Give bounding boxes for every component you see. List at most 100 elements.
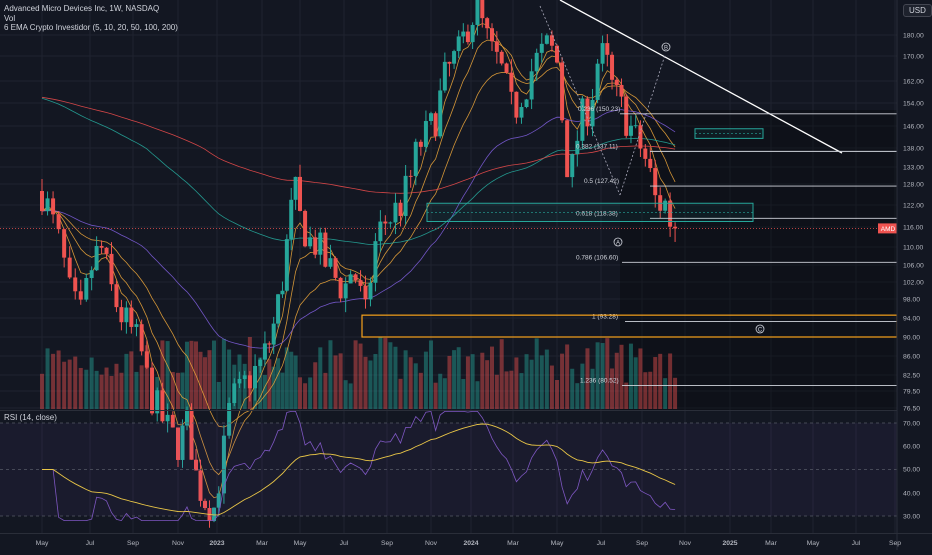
candle-body <box>212 507 216 522</box>
candle-body <box>198 470 203 501</box>
candle-body <box>663 200 668 211</box>
volume-bar <box>170 372 175 409</box>
ticker-badge: AMD <box>881 226 896 233</box>
y-tick-label: 82.50 <box>903 373 920 380</box>
volume-bar <box>368 360 373 409</box>
x-tick-label: Nov <box>172 540 185 547</box>
candle-body <box>242 375 247 379</box>
volume-bar <box>89 357 94 409</box>
candle-body <box>176 427 180 460</box>
volume-bar <box>663 378 668 409</box>
volume-bar <box>99 374 104 409</box>
volume-bar <box>544 349 549 409</box>
x-tick-label: Jul <box>597 540 606 547</box>
y-tick-label: 133.00 <box>903 165 924 172</box>
candle-body <box>189 409 194 460</box>
candle-body <box>160 390 165 422</box>
volume-bar <box>227 349 232 409</box>
candle-body <box>388 222 393 224</box>
volume-bar <box>73 356 78 409</box>
volume-bar <box>212 340 216 409</box>
volume-bar <box>271 366 276 409</box>
volume-bar <box>323 372 328 409</box>
trendline <box>559 0 843 154</box>
y-tick-label: 106.00 <box>903 263 924 270</box>
candle-body <box>590 99 595 127</box>
volume-bar <box>555 379 559 409</box>
wave-label: A <box>616 240 620 246</box>
candle-body <box>62 229 67 258</box>
volume-bar <box>198 351 203 409</box>
volume-bar <box>318 347 323 409</box>
volume-bar <box>570 368 575 409</box>
candle-body <box>338 277 343 299</box>
y-tick-label: 138.00 <box>903 146 924 153</box>
volume-bar <box>605 338 610 409</box>
candle-body <box>585 98 590 127</box>
candle-body <box>89 270 94 279</box>
candle-body <box>470 24 475 43</box>
volume-bar <box>185 341 189 409</box>
volume-bar <box>610 368 615 409</box>
candle-body <box>539 43 544 53</box>
volume-bar <box>216 381 221 409</box>
volume-bar <box>84 369 89 409</box>
currency-button[interactable]: USD <box>903 4 932 17</box>
candle-body <box>438 90 443 137</box>
rsi-tick-label: 60.00 <box>903 444 920 451</box>
candle-body <box>139 324 144 352</box>
candle-body <box>280 290 285 295</box>
symbol-title[interactable]: Advanced Micro Devices Inc, 1W, NASDAQ <box>4 4 160 13</box>
volume-bar <box>363 356 368 409</box>
volume-bar <box>129 351 134 409</box>
volume-bar <box>403 350 408 409</box>
candle-body <box>575 140 580 155</box>
fib-label: 0.236 (150.23) <box>578 106 620 113</box>
candle-body <box>600 43 605 64</box>
candle-body <box>614 79 619 85</box>
volume-bar <box>447 355 452 409</box>
volume-bar <box>673 377 678 409</box>
y-tick-label: 116.00 <box>903 225 924 232</box>
volume-bar <box>499 339 504 409</box>
candle-body <box>124 307 129 323</box>
volume-label[interactable]: Vol <box>4 14 16 23</box>
candle-body <box>293 176 298 200</box>
candle-body <box>524 99 529 108</box>
fib-label: 0.786 (106.60) <box>576 254 618 261</box>
candle-body <box>134 324 139 327</box>
candle-body <box>393 202 398 223</box>
volume-bar <box>398 378 403 409</box>
x-tick-label: Nov <box>679 540 692 547</box>
volume-bar <box>348 383 353 409</box>
y-tick-label: 146.00 <box>903 124 924 131</box>
volume-bar <box>575 383 580 409</box>
ema-label[interactable]: 6 EMA Crypto Investidor (5, 10, 20, 50, … <box>4 23 178 32</box>
rsi-label[interactable]: RSI (14, close) <box>4 413 57 422</box>
wave-marker <box>661 42 671 52</box>
volume-bar <box>653 357 658 409</box>
y-tick-label: 122.00 <box>903 203 924 210</box>
candle-body <box>504 63 509 73</box>
y-tick-label: 94.00 <box>903 316 920 323</box>
volume-bar <box>328 340 333 409</box>
candle-body <box>624 96 629 136</box>
volume-bar <box>343 380 348 409</box>
rsi-line <box>42 410 676 522</box>
volume-bar <box>438 373 443 409</box>
volume-bar <box>358 343 363 409</box>
volume-bar <box>519 373 524 409</box>
candle-body <box>203 500 207 509</box>
volume-bar <box>539 355 544 409</box>
volume-bar <box>423 351 428 409</box>
volume-bar <box>529 359 534 409</box>
candle-body <box>408 175 413 177</box>
candle-body <box>363 285 368 300</box>
volume-bar <box>560 353 565 409</box>
volume-bar <box>638 348 643 409</box>
volume-bar <box>67 359 72 409</box>
x-tick-label: 2023 <box>209 540 224 547</box>
candle-body <box>303 210 308 247</box>
candle-body <box>633 125 638 127</box>
